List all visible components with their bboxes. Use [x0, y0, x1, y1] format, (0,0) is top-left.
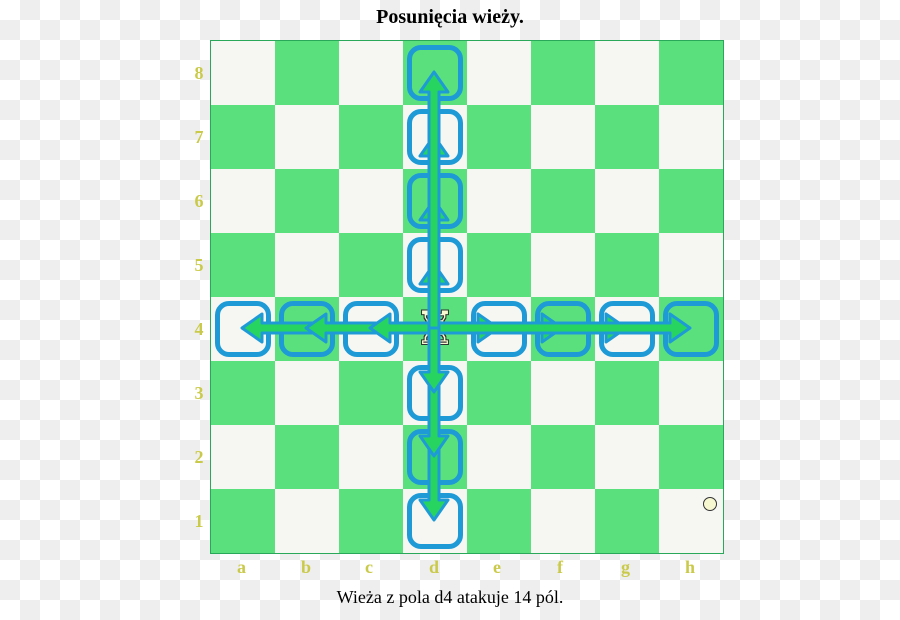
- file-label: a: [237, 557, 246, 581]
- move-arrow: [434, 314, 690, 342]
- move-arrow: [420, 72, 448, 328]
- stage: Posunięcia wieży. 87654321abcdefgh♖ Wież…: [0, 0, 900, 620]
- arrow-overlay: [210, 40, 722, 552]
- file-label: b: [301, 557, 311, 581]
- file-label: f: [557, 557, 563, 581]
- caption-text: Wieża z pola d4 atakuje 14 pól.: [0, 587, 900, 608]
- rank-label: 6: [189, 191, 209, 212]
- rank-label: 3: [189, 383, 209, 404]
- move-arrow: [420, 328, 448, 392]
- rank-label: 4: [189, 319, 209, 340]
- file-label: g: [621, 557, 630, 581]
- rank-label: 2: [189, 447, 209, 468]
- rank-label: 1: [189, 511, 209, 532]
- rank-label: 5: [189, 255, 209, 276]
- rank-label: 8: [189, 63, 209, 84]
- file-label: d: [429, 557, 439, 581]
- title-text: Posunięcia wieży.: [0, 6, 900, 29]
- file-label: c: [365, 557, 373, 581]
- rank-label: 7: [189, 127, 209, 148]
- file-label: h: [685, 557, 695, 581]
- chessboard-wrap: 87654321abcdefgh♖: [210, 40, 722, 552]
- file-label: e: [493, 557, 501, 581]
- move-arrow: [370, 314, 434, 342]
